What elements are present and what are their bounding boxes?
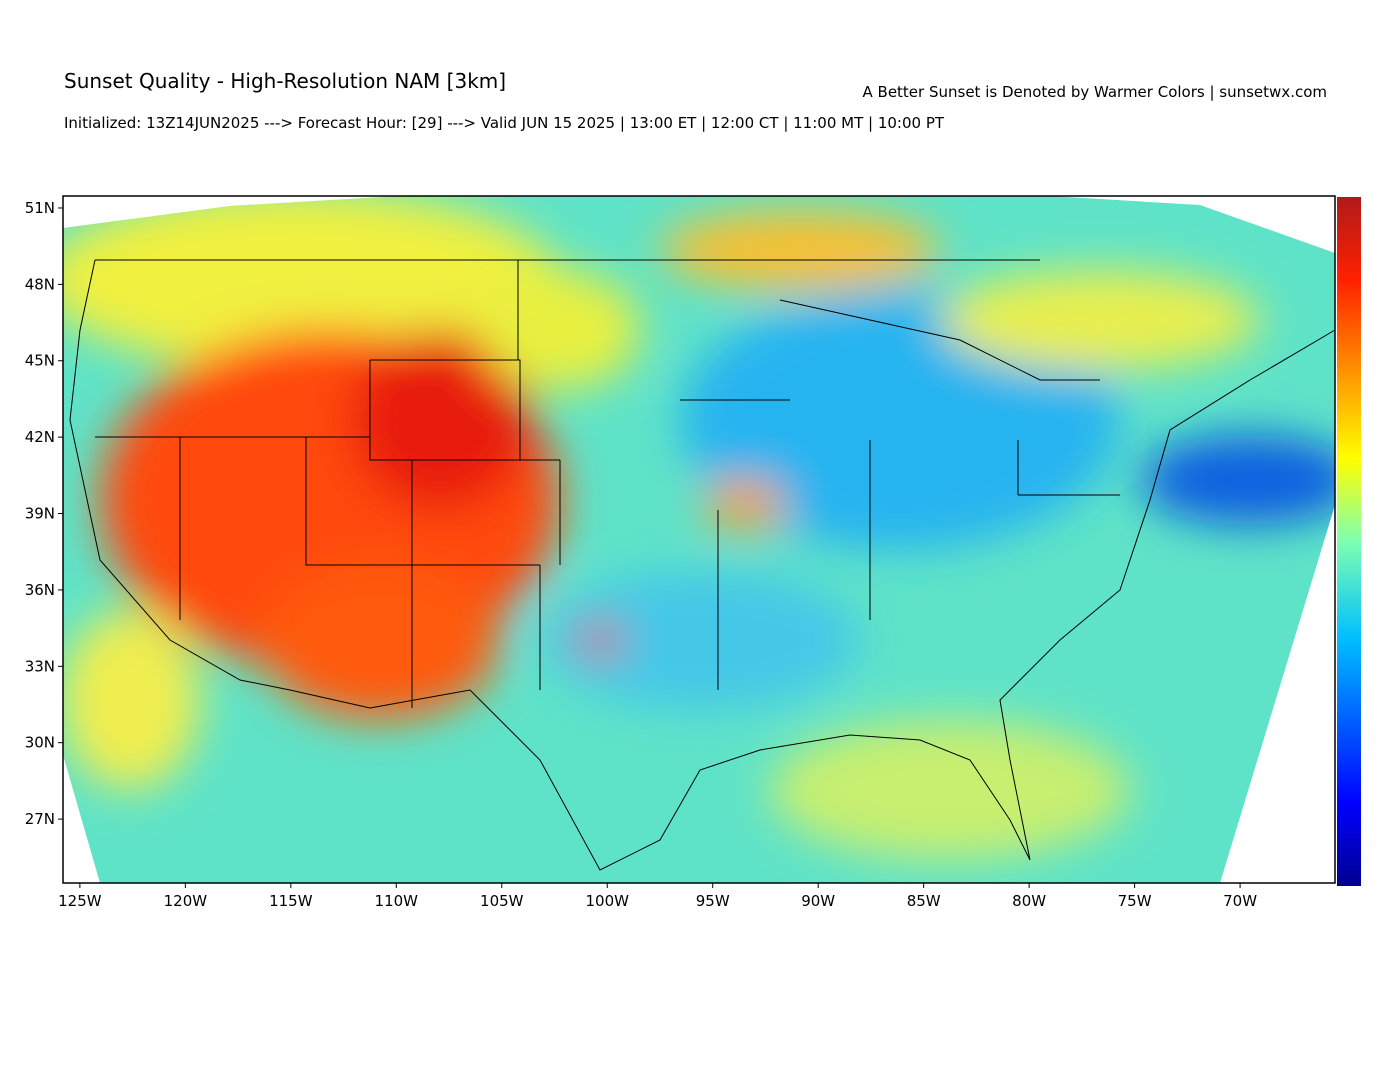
y-tick-label: 45N — [25, 352, 55, 370]
boundaries — [69, 259, 1336, 871]
x-tick-label: 100W — [586, 892, 630, 910]
y-tick-label: 42N — [25, 428, 55, 446]
x-tick-label: 75W — [1118, 892, 1152, 910]
x-tick-label: 105W — [480, 892, 524, 910]
y-tick-label: 30N — [25, 734, 55, 752]
x-tick-label: 120W — [164, 892, 208, 910]
x-tick-label: 80W — [1012, 892, 1046, 910]
title: Sunset Quality - High-Resolution NAM [3k… — [64, 69, 506, 93]
forecast-field — [63, 196, 1335, 883]
subtitle: A Better Sunset is Denoted by Warmer Col… — [863, 83, 1328, 101]
x-tick-label: 110W — [375, 892, 419, 910]
y-tick-label: 51N — [25, 199, 55, 217]
x-tick-label: 125W — [58, 892, 102, 910]
map-frame — [62, 195, 1336, 884]
y-tick-label: 48N — [25, 275, 55, 293]
x-tick-label: 95W — [696, 892, 730, 910]
x-tick-label: 85W — [907, 892, 941, 910]
caption: Initialized: 13Z14JUN2025 ---> Forecast … — [64, 114, 945, 132]
y-tick-label: 36N — [25, 581, 55, 599]
y-tick-label: 33N — [25, 657, 55, 675]
x-tick-label: 90W — [801, 892, 835, 910]
x-tick-label: 70W — [1223, 892, 1257, 910]
y-tick-label: 39N — [25, 505, 55, 523]
x-tick-label: 115W — [269, 892, 313, 910]
y-tick-label: 27N — [25, 810, 55, 828]
colorbar — [1337, 197, 1361, 886]
